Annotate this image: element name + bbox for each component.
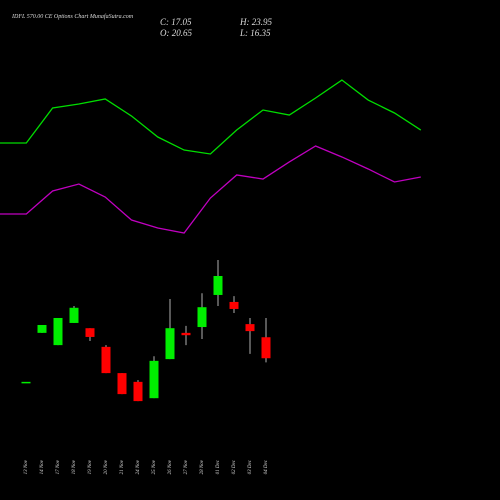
close-label: C: 17.05	[160, 17, 192, 27]
high-label: H: 23.95	[239, 17, 272, 27]
x-tick-label: 18 Nov	[72, 459, 77, 474]
x-tick-label: 03 Dec	[248, 459, 253, 474]
candle-body	[85, 328, 95, 337]
x-tick-label: 04 Dec	[264, 459, 269, 474]
low-label: L: 16.35	[239, 28, 271, 38]
x-tick-label: 25 Nov	[152, 459, 157, 474]
x-tick-label: 28 Nov	[200, 459, 205, 474]
candle-body	[69, 307, 79, 323]
x-tick-label: 17 Nov	[56, 459, 61, 474]
candle-body	[261, 337, 271, 359]
x-tick-label: 20 Nov	[104, 459, 109, 474]
candle-body	[245, 324, 255, 332]
candle-body	[149, 360, 159, 399]
chart-title: IDFL 570.00 CE Options Chart MunafaSutra…	[11, 13, 134, 20]
x-tick-label: 13 Nov	[24, 459, 29, 474]
candle-body	[53, 317, 63, 346]
x-tick-label: 27 Nov	[184, 459, 189, 474]
candle-body	[21, 381, 31, 384]
x-tick-label: 24 Nov	[136, 459, 141, 474]
indicator-line	[0, 79, 422, 155]
candle-body	[181, 332, 191, 336]
candle-body	[133, 381, 143, 402]
candle-body	[165, 328, 175, 360]
x-tick-label: 21 Nov	[120, 459, 125, 474]
candle-body	[229, 301, 239, 309]
indicator-line	[0, 145, 421, 234]
candle-body	[101, 346, 111, 374]
candle-body	[37, 324, 47, 333]
candle-body	[117, 373, 127, 395]
x-tick-label: 01 Dec	[216, 459, 221, 474]
x-tick-label: 26 Nov	[168, 459, 173, 474]
open-label: O: 20.65	[160, 28, 192, 38]
x-tick-label: 14 Nov	[40, 459, 45, 474]
candle-body	[213, 276, 223, 295]
x-tick-label: 19 Nov	[88, 459, 93, 474]
candle-body	[197, 307, 207, 328]
x-tick-label: 02 Dec	[232, 459, 237, 474]
